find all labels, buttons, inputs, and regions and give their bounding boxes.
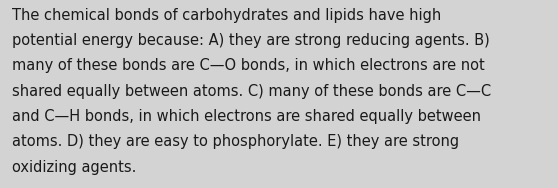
Text: oxidizing agents.: oxidizing agents. bbox=[12, 160, 137, 175]
Text: shared equally between atoms. C) many of these bonds are C—C: shared equally between atoms. C) many of… bbox=[12, 84, 492, 99]
Text: and C—H bonds, in which electrons are shared equally between: and C—H bonds, in which electrons are sh… bbox=[12, 109, 482, 124]
Text: atoms. D) they are easy to phosphorylate. E) they are strong: atoms. D) they are easy to phosphorylate… bbox=[12, 134, 459, 149]
Text: The chemical bonds of carbohydrates and lipids have high: The chemical bonds of carbohydrates and … bbox=[12, 8, 441, 23]
Text: many of these bonds are C—O bonds, in which electrons are not: many of these bonds are C—O bonds, in wh… bbox=[12, 58, 485, 73]
Text: potential energy because: A) they are strong reducing agents. B): potential energy because: A) they are st… bbox=[12, 33, 490, 48]
